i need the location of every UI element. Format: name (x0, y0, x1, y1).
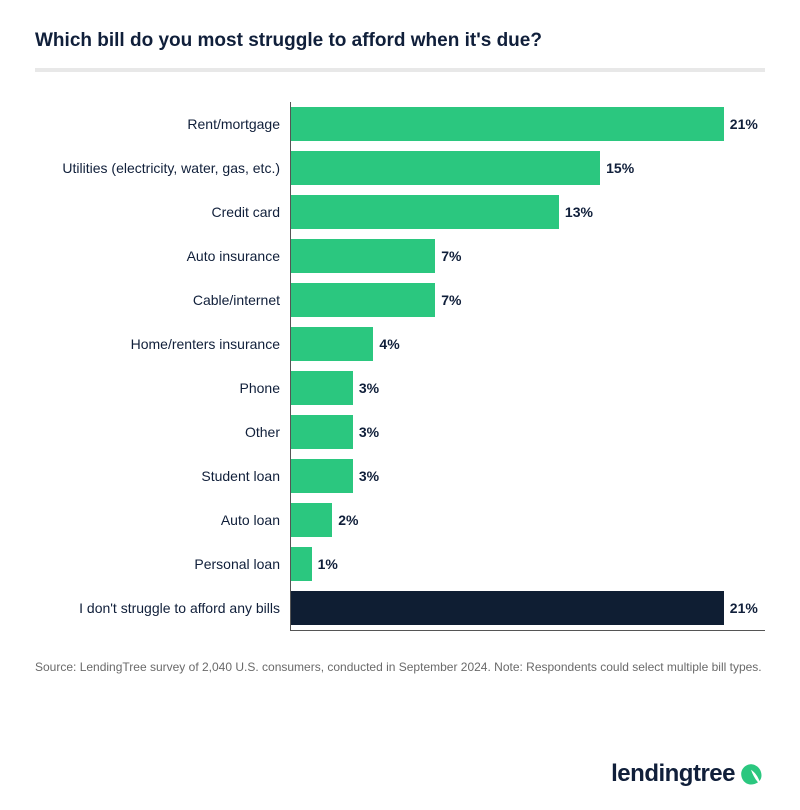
bar-track: 15% (290, 146, 765, 190)
bar (291, 151, 600, 185)
chart-row: Phone 3% (35, 366, 765, 410)
bar (291, 459, 353, 493)
chart-row: Auto loan 2% (35, 498, 765, 542)
bar-value: 2% (338, 512, 358, 528)
chart-row: Other 3% (35, 410, 765, 454)
chart-row: Personal loan 1% (35, 542, 765, 586)
bar-track: 7% (290, 234, 765, 278)
bar-value: 7% (441, 248, 461, 264)
bar-track: 3% (290, 366, 765, 410)
bar (291, 283, 435, 317)
bar (291, 195, 559, 229)
chart-row: Student loan 3% (35, 454, 765, 498)
bar-track: 21% (290, 586, 765, 630)
bar (291, 547, 312, 581)
bar-track: 21% (290, 102, 765, 146)
bar (291, 239, 435, 273)
bar-label: Rent/mortgage (35, 116, 290, 132)
bar-track: 3% (290, 410, 765, 454)
brand-logo: lendingtree (611, 760, 765, 788)
bar-label: Personal loan (35, 556, 290, 572)
bar-track: 7% (290, 278, 765, 322)
chart-row: Credit card 13% (35, 190, 765, 234)
title-underline (35, 68, 765, 72)
chart-row: I don't struggle to afford any bills 21% (35, 586, 765, 630)
bar-value: 15% (606, 160, 634, 176)
bar-track: 2% (290, 498, 765, 542)
bar-value: 4% (379, 336, 399, 352)
bar-value: 21% (730, 600, 758, 616)
source-note: Source: LendingTree survey of 2,040 U.S.… (35, 659, 765, 676)
chart-row: Rent/mortgage 21% (35, 102, 765, 146)
bar (291, 503, 332, 537)
leaf-icon (737, 760, 765, 788)
bar-track: 1% (290, 542, 765, 586)
bar-label: Cable/internet (35, 292, 290, 308)
bar-label: Student loan (35, 468, 290, 484)
chart-container: Which bill do you most struggle to affor… (0, 0, 800, 696)
bar-value: 3% (359, 380, 379, 396)
bar-value: 1% (318, 556, 338, 572)
bar-label: Home/renters insurance (35, 336, 290, 352)
chart-area: Rent/mortgage 21% Utilities (electricity, … (35, 102, 765, 630)
bar-value: 3% (359, 424, 379, 440)
chart-row: Auto insurance 7% (35, 234, 765, 278)
chart-row: Utilities (electricity, water, gas, etc.… (35, 146, 765, 190)
chart-title: Which bill do you most struggle to affor… (35, 30, 765, 52)
bar (291, 107, 724, 141)
bar-label: Phone (35, 380, 290, 396)
bar-value: 7% (441, 292, 461, 308)
bar (291, 415, 353, 449)
chart-row: Home/renters insurance 4% (35, 322, 765, 366)
chart-row: Cable/internet 7% (35, 278, 765, 322)
bar-value: 13% (565, 204, 593, 220)
bar-value: 21% (730, 116, 758, 132)
bar-label: I don't struggle to afford any bills (35, 600, 290, 616)
bar-value: 3% (359, 468, 379, 484)
bar-track: 4% (290, 322, 765, 366)
bar (291, 591, 724, 625)
bar-label: Other (35, 424, 290, 440)
bar-track: 13% (290, 190, 765, 234)
bar-label: Auto loan (35, 512, 290, 528)
bar (291, 371, 353, 405)
logo-text: lendingtree (611, 760, 735, 788)
x-axis-line (290, 630, 765, 631)
bar-track: 3% (290, 454, 765, 498)
bar-label: Utilities (electricity, water, gas, etc.… (35, 160, 290, 176)
bar-label: Auto insurance (35, 248, 290, 264)
bar (291, 327, 373, 361)
bar-label: Credit card (35, 204, 290, 220)
